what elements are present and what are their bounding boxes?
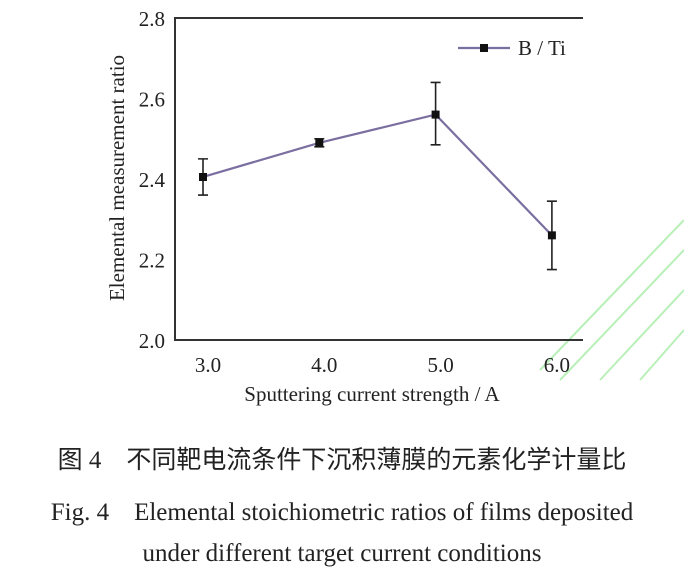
x-tick-label: 4.0 (311, 353, 337, 377)
y-tick-label: 2.0 (139, 329, 165, 353)
x-tick-label: 3.0 (195, 353, 221, 377)
legend-label: B / Ti (518, 36, 566, 60)
caption-english-line2: under different target current condition… (142, 540, 542, 567)
legend-marker (480, 44, 488, 52)
y-tick-label: 2.6 (139, 88, 165, 112)
axes (174, 17, 583, 341)
x-tick-label: 6.0 (544, 353, 570, 377)
legend: B / Ti (458, 36, 566, 60)
y-tick-label: 2.2 (139, 249, 165, 273)
data-point (547, 231, 556, 240)
y-axis-label: Elemental measurement ratio (105, 55, 129, 301)
watermark (539, 219, 684, 381)
y-tick-label: 2.4 (139, 168, 166, 192)
caption-english-line1: Fig. 4 Elemental stoichiometric ratios o… (50, 499, 634, 526)
data-point (431, 110, 440, 119)
series-line (202, 113, 553, 237)
line-chart: 2.0 2.2 2.4 2.6 2.8 3.0 4.0 5.0 6.0 B / Ti Sputt… (105, 7, 684, 406)
caption-chinese: 图 4 不同靶电流条件下沉积薄膜的元素化学计量比 (57, 447, 627, 474)
x-tick-label: 5.0 (427, 353, 453, 377)
data-point (199, 172, 207, 181)
plot-frame (174, 17, 583, 341)
data-point (315, 138, 324, 147)
x-axis-label: Sputtering current strength / A (244, 382, 500, 406)
y-tick-label: 2.8 (139, 7, 165, 31)
